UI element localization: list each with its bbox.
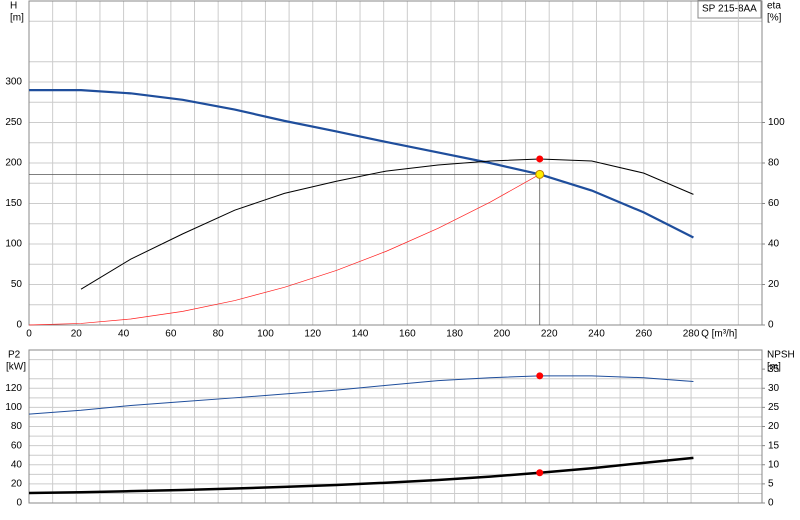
y2-axis-label: NPSH <box>767 350 795 361</box>
plot-frame <box>28 349 763 504</box>
y-tick-label: 300 <box>5 77 22 88</box>
y2-axis-label: eta <box>767 1 781 12</box>
y-tick-label: 40 <box>11 459 23 470</box>
y-tick-label: 100 <box>5 239 22 250</box>
curve <box>28 174 540 326</box>
x-tick-label: 120 <box>304 329 321 340</box>
y-tick-label: 80 <box>11 421 23 432</box>
y-tick-label: 20 <box>11 479 23 490</box>
plot-frame <box>28 0 763 326</box>
y2-tick-label: 100 <box>768 117 785 128</box>
product-box <box>697 0 762 19</box>
y2-tick-label: 10 <box>768 459 780 470</box>
curve <box>28 456 694 495</box>
x-tick-label: 240 <box>588 329 605 340</box>
x-tick-label: 200 <box>494 329 511 340</box>
y-axis-unit: [m] <box>10 13 24 24</box>
x-axis-label: Q [m³/h] <box>701 329 737 340</box>
product-label: SP 215-8AA <box>702 4 757 15</box>
duty-marker <box>536 155 544 163</box>
duty-point <box>535 169 545 179</box>
y2-tick-label: 0 <box>768 320 774 331</box>
y-axis-unit: [kW] <box>6 362 26 373</box>
curve <box>29 89 694 239</box>
y2-tick-label: 60 <box>768 198 780 209</box>
y-tick-label: 250 <box>5 117 22 128</box>
duty-marker <box>536 372 544 380</box>
x-tick-label: 160 <box>399 329 416 340</box>
y2-tick-label: 30 <box>768 383 780 394</box>
y2-tick-label: 5 <box>768 479 774 490</box>
x-tick-label: 20 <box>71 329 83 340</box>
y2-tick-label: 20 <box>768 421 780 432</box>
y-tick-label: 200 <box>5 158 22 169</box>
y2-axis-unit: [m] <box>767 362 781 373</box>
y-tick-label: 50 <box>11 279 23 290</box>
y2-axis-unit: [%] <box>767 13 782 24</box>
duty-marker <box>536 469 544 477</box>
x-tick-label: 260 <box>635 329 652 340</box>
y-tick-label: 150 <box>5 198 22 209</box>
x-tick-label: 140 <box>352 329 369 340</box>
x-tick-label: 280 <box>683 329 700 340</box>
y-tick-label: 0 <box>16 320 22 331</box>
y2-tick-label: 80 <box>768 158 780 169</box>
curve <box>28 375 694 415</box>
y-tick-label: 60 <box>11 440 23 451</box>
x-tick-label: 220 <box>541 329 558 340</box>
y2-tick-label: 25 <box>768 402 780 413</box>
y2-tick-label: 15 <box>768 440 780 451</box>
x-tick-label: 40 <box>118 329 130 340</box>
x-tick-label: 0 <box>26 329 32 340</box>
y-tick-label: 0 <box>16 498 22 509</box>
y-tick-label: 100 <box>5 402 22 413</box>
curve <box>80 158 694 290</box>
y-tick-label: 120 <box>5 383 22 394</box>
x-tick-label: 80 <box>213 329 225 340</box>
y2-tick-label: 35 <box>768 364 780 375</box>
x-tick-label: 60 <box>165 329 177 340</box>
y-axis-label: H <box>10 1 17 12</box>
x-tick-label: 180 <box>446 329 463 340</box>
y2-tick-label: 40 <box>768 239 780 250</box>
y2-tick-label: 20 <box>768 279 780 290</box>
y2-tick-label: 0 <box>768 498 774 509</box>
x-tick-label: 100 <box>257 329 274 340</box>
y-axis-label: P2 <box>8 350 21 361</box>
